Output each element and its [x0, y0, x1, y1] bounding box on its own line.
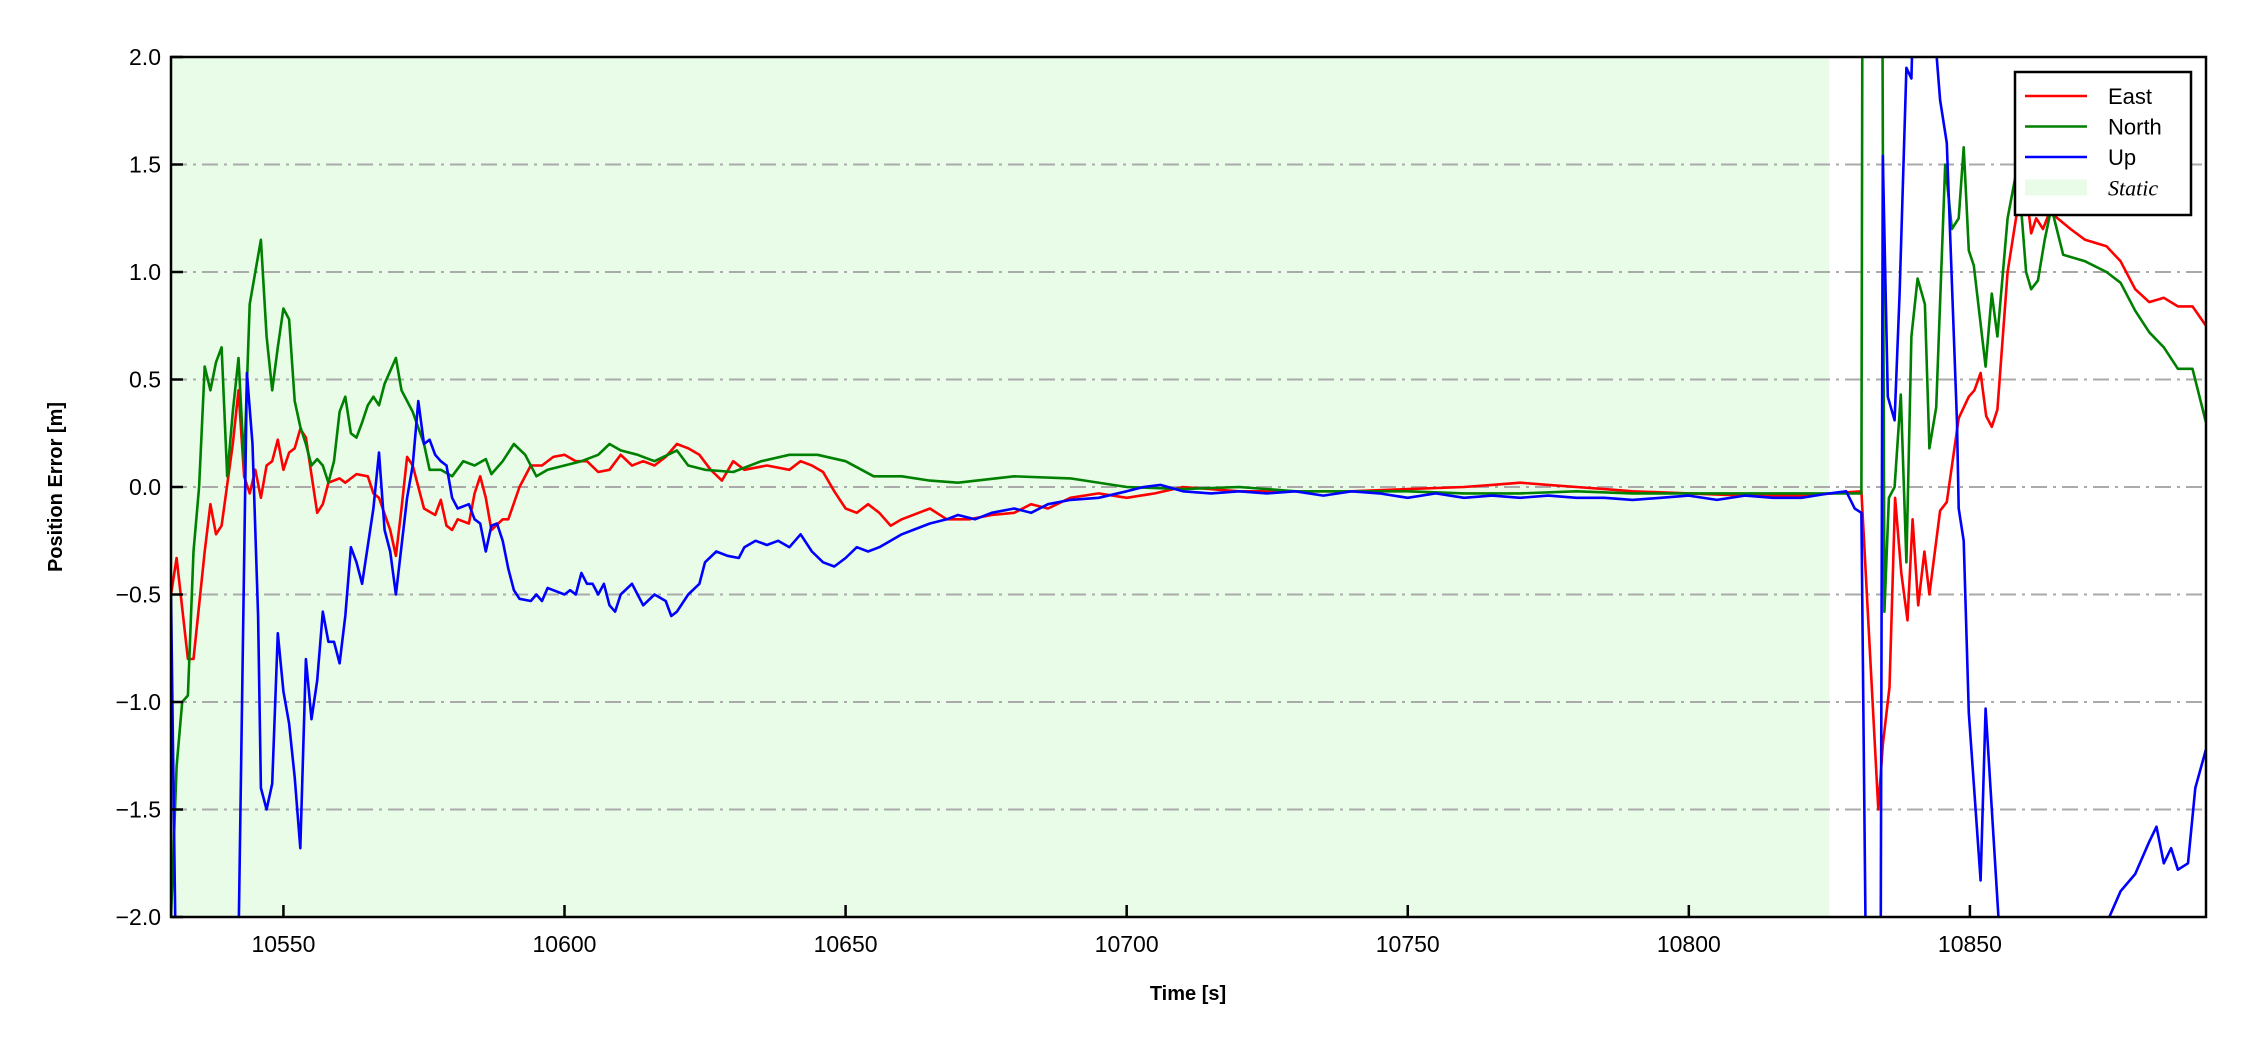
x-tick-label: 10750 [1376, 931, 1440, 957]
series-line-north [171, 57, 2206, 917]
y-tick-label: 1.5 [129, 152, 161, 178]
y-tick-label: −0.5 [116, 582, 161, 608]
x-tick-label: 10800 [1657, 931, 1721, 957]
legend-label: North [2108, 115, 2162, 140]
y-axis-label: Position Error [m] [45, 402, 67, 572]
legend-label: Up [2108, 145, 2136, 170]
series-line-east [171, 174, 2206, 811]
legend-item-up: Up [2025, 145, 2136, 170]
legend-item-east: East [2025, 84, 2152, 109]
x-tick-label: 10850 [1938, 931, 2002, 957]
y-tick-label: 0.0 [129, 474, 161, 500]
x-axis-label: Time [s] [1150, 983, 1226, 1005]
y-tick-label: −2.0 [116, 904, 161, 930]
x-tick-label: 10650 [814, 931, 878, 957]
legend: East North Up Static [2013, 70, 2193, 217]
x-tick-label: 10600 [533, 931, 597, 957]
y-tick-label: 2.0 [129, 44, 161, 70]
x-tick-label: 10700 [1095, 931, 1159, 957]
legend-label: East [2108, 84, 2152, 109]
series-line-up [171, 57, 2206, 917]
legend-item-north: North [2025, 115, 2162, 140]
legend-swatch [2025, 179, 2087, 196]
legend-item-static: Static [2025, 176, 2158, 201]
y-tick-label: 0.5 [129, 367, 161, 393]
legend-label: Static [2108, 176, 2158, 201]
y-tick-label: −1.0 [116, 689, 161, 715]
x-tick-label: 10550 [251, 931, 315, 957]
y-tick-label: −1.5 [116, 797, 161, 823]
y-tick-label: 1.0 [129, 259, 161, 285]
